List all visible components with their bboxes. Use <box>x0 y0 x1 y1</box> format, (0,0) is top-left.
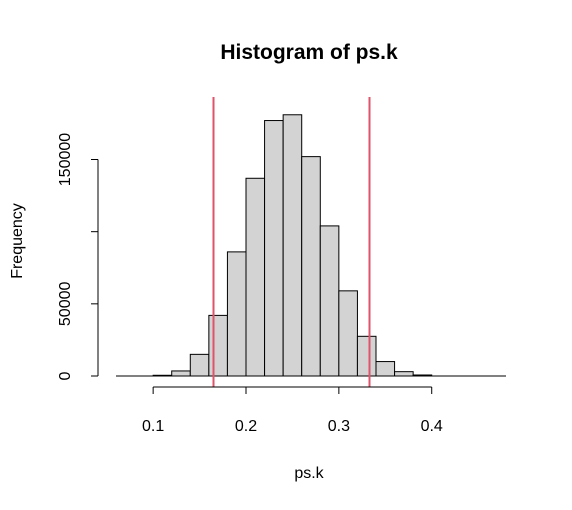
histogram-bar <box>301 156 321 377</box>
histogram-bar <box>264 120 284 377</box>
x-tick-label: 0.1 <box>142 418 164 435</box>
reference-lines <box>212 97 371 387</box>
histogram-bar <box>356 335 377 377</box>
x-axis-label: ps.k <box>294 465 324 482</box>
histogram-bar <box>394 371 414 377</box>
x-axis: 0.1 0.2 0.3 0.4 <box>142 386 443 435</box>
histogram-bar <box>375 361 396 377</box>
x-tick-label: 0.2 <box>235 418 257 435</box>
histogram-bar <box>319 225 340 377</box>
x-tick-label: 0.3 <box>328 418 350 435</box>
histogram-bar <box>245 177 266 377</box>
histogram-bar <box>226 251 247 377</box>
histogram-bar <box>208 314 228 377</box>
histogram-bars <box>116 114 506 377</box>
chart-title: Histogram of ps.k <box>220 41 398 64</box>
y-tick-label: 50000 <box>57 281 74 326</box>
y-tick-label: 0 <box>57 371 74 380</box>
histogram-bar <box>189 353 210 377</box>
histogram-bar <box>282 114 303 377</box>
y-tick-label: 150000 <box>57 133 74 186</box>
y-axis: 0 50000 150000 <box>57 133 99 380</box>
histogram-bar <box>171 370 191 377</box>
x-tick-label: 0.4 <box>421 418 443 435</box>
y-axis-label: Frequency <box>9 203 26 279</box>
histogram-bar <box>338 290 358 377</box>
